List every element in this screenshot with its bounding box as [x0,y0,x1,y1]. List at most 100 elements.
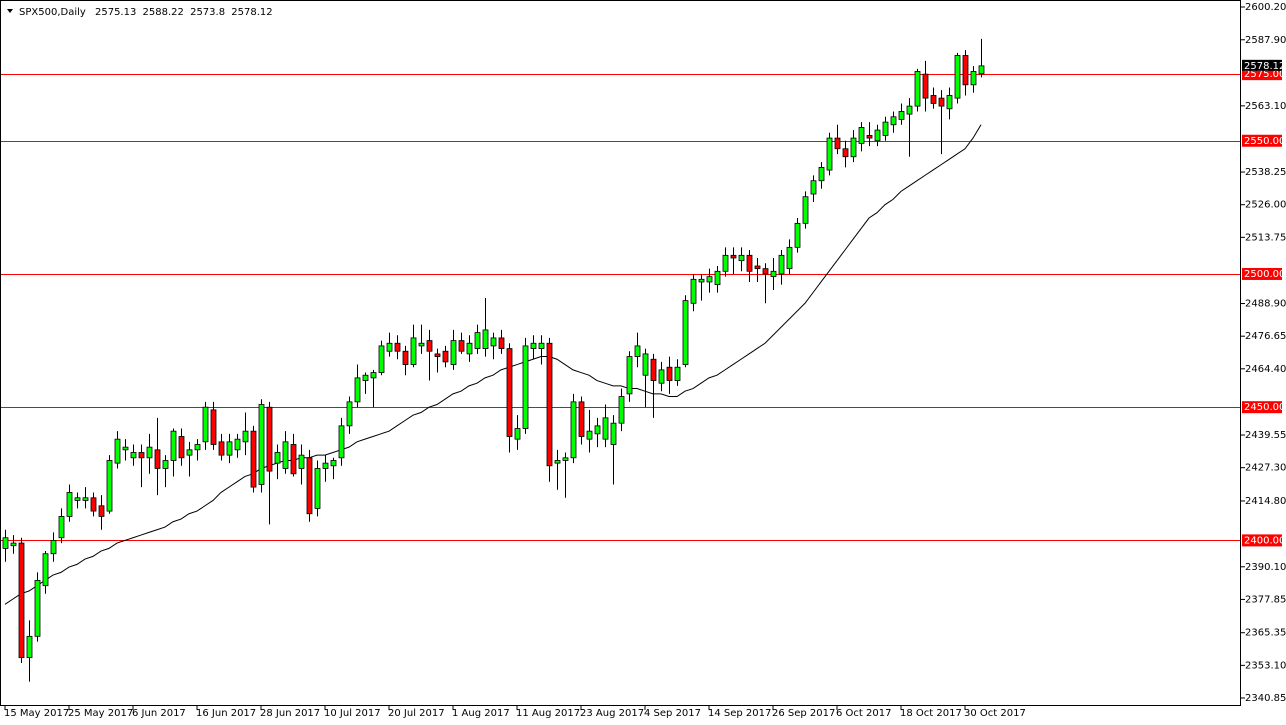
candle-body [346,401,353,427]
candle-body [962,55,969,86]
candle-body [754,265,761,270]
candle-body [810,180,817,195]
candle-body [506,348,513,437]
candle-body [170,430,177,461]
x-tick-label: 14 Sep 2017 [708,708,771,719]
candle-body [250,430,257,488]
candle-body [258,404,265,485]
candle-body [98,505,105,517]
candle-body [586,430,593,440]
candle-body [666,366,673,381]
candle-body [442,350,449,363]
candle-body [802,196,809,224]
candle-body [554,460,561,464]
candle-body [138,452,145,459]
candle-body [738,254,745,262]
candle-body [330,460,337,467]
candle-body [674,366,681,381]
candle-body [434,353,441,357]
candle-body [954,55,961,99]
candle-body [58,516,65,539]
candle-body [466,342,473,355]
candle-body [482,329,489,349]
x-tick-label: 4 Sep 2017 [644,708,701,719]
candle-body [714,270,721,286]
candle-body [418,342,425,347]
level-label-box [1242,68,1282,81]
candle-body [882,121,889,136]
candle-body [194,444,201,451]
candle-body [770,270,777,278]
menu-arrow [7,9,13,13]
y-tick-label: 2439.55 [1245,430,1286,441]
candle-body [314,468,321,509]
candle-body [594,425,601,435]
candle-body [762,268,769,275]
candle-body [290,444,297,475]
candle-body [378,345,385,373]
candle-body [410,337,417,365]
candle-body [634,345,641,357]
y-tick-label: 2538.25 [1245,167,1286,178]
x-tick-label: 15 May 2017 [4,708,69,719]
candle-body [546,342,553,467]
x-tick-label: 18 Oct 2017 [900,708,962,719]
y-tick-label: 2563.10 [1245,101,1286,112]
candle-body [82,497,89,501]
candle-body [866,135,873,139]
y-tick-label: 2377.85 [1245,594,1286,605]
candle-body [650,358,657,381]
ohlc-high: 2588.22 [143,7,184,18]
candle-body [626,356,633,395]
level-label: 2550.00 [1244,136,1285,147]
candle-body [66,492,73,517]
candle-body [306,457,313,515]
last-price-box [1242,59,1282,71]
moving-average [4,124,982,605]
candle-body [906,105,913,115]
candle-body [26,635,33,659]
candle-body [538,342,545,349]
candle-body [338,425,345,459]
candle-body [106,460,113,512]
candle-body [834,137,841,150]
last-price-label: 2578.12 [1244,61,1285,72]
y-tick-label: 2414.80 [1245,496,1286,507]
candle-body [154,449,161,469]
candle-body [874,129,881,142]
level-label: 2575.00 [1244,69,1285,80]
plot-frame [0,0,1241,706]
candle-body [114,438,121,464]
candle-body [162,460,169,469]
level-label-box [1242,401,1282,414]
candle-body [474,332,481,349]
candle-body [682,300,689,365]
level-label: 2500.00 [1244,269,1285,280]
chart-header: SPX500,Daily 2575.13 2588.22 2573.8 2578… [19,7,273,18]
candle-body [898,111,905,120]
candle-body [234,438,241,451]
candle-body [122,446,129,451]
candle-body [530,342,537,349]
y-tick-label: 2600.20 [1245,2,1286,13]
y-tick-label: 2464.40 [1245,364,1286,375]
x-tick-label: 11 Aug 2017 [516,708,580,719]
candle-body [946,95,953,110]
candle-body [562,457,569,461]
ohlc-low: 2573.8 [190,7,225,18]
candle-body [426,340,433,352]
candle-body [450,340,457,365]
candle-body [2,537,9,549]
x-tick-label: 6 Oct 2017 [836,708,891,719]
candle-body [698,278,705,283]
y-tick-label: 2526.00 [1245,200,1286,211]
y-tick-label: 2488.90 [1245,299,1286,310]
candle-body [458,340,465,352]
candle-body [602,417,609,440]
candle-body [370,372,377,379]
candle-body [850,137,857,158]
x-tick-label: 20 Jul 2017 [388,708,445,719]
candle-body [858,127,865,144]
level-label-box [1242,134,1282,147]
y-tick-label: 2587.90 [1245,35,1286,46]
